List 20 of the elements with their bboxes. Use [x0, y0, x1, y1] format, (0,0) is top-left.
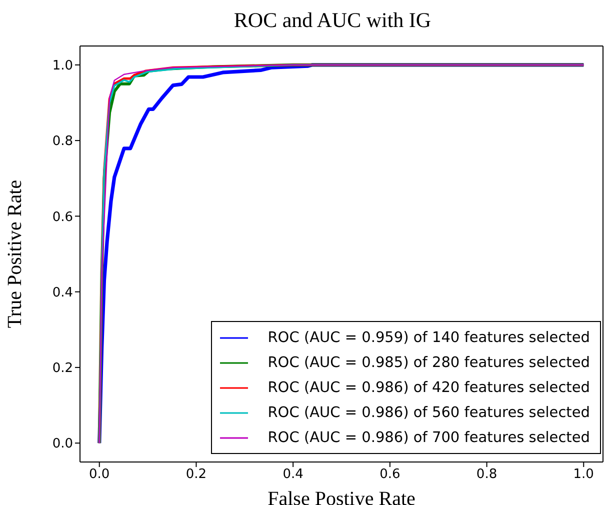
y-tick-label: 0.8 [52, 134, 73, 150]
x-tick-label: 1.0 [573, 467, 594, 482]
y-axis-title: True Positive Rate [4, 180, 26, 328]
x-tick-label: 0.2 [186, 467, 207, 482]
y-tick-label: 0.4 [52, 285, 73, 300]
legend-label: ROC (AUC = 0.986) of 560 features selected [268, 404, 590, 420]
x-axis-title: False Postive Rate [268, 488, 416, 505]
y-tick-label: 0.6 [52, 210, 73, 225]
x-tick-label: 0.0 [89, 467, 110, 482]
chart-title: ROC and AUC with IG [232, 8, 432, 33]
x-tick-label: 0.6 [380, 467, 400, 482]
legend-label: ROC (AUC = 0.986) of 420 features selected [268, 380, 590, 396]
y-tick-label: 0.2 [52, 361, 73, 376]
y-tick-label: 1.0 [52, 58, 73, 74]
legend-label: ROC (AUC = 0.985) of 280 features selected [268, 354, 590, 370]
legend-label: ROC (AUC = 0.986) of 700 features selected [268, 430, 590, 446]
x-tick-label: 0.4 [282, 467, 304, 482]
x-tick-label: 0.8 [476, 467, 498, 482]
legend-label: ROC (AUC = 0.959) of 140 features selected [268, 330, 590, 346]
y-tick-label: 0.0 [52, 436, 73, 452]
